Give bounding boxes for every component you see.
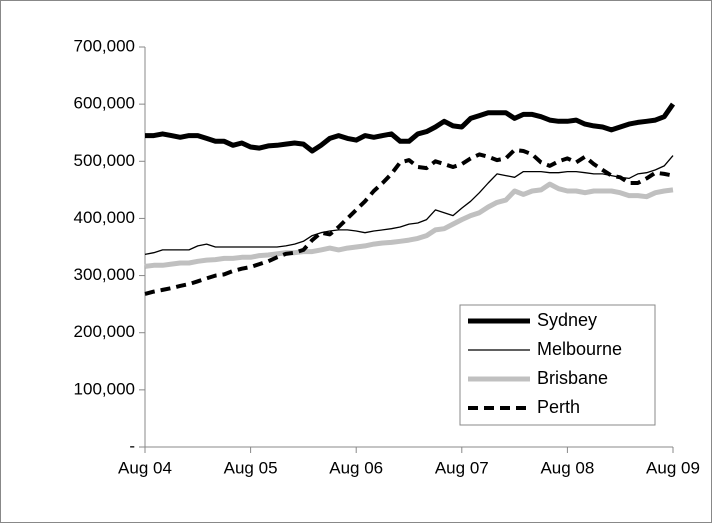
y-tick-label: 500,000 [74, 151, 135, 170]
y-tick-label: 200,000 [74, 322, 135, 341]
y-tick-label: 700,000 [74, 36, 135, 55]
series-line [144, 147, 674, 296]
x-tick-label: Aug 04 [118, 458, 172, 477]
x-tick-label: Aug 09 [646, 458, 700, 477]
legend-label: Perth [537, 397, 580, 417]
x-tick-label: Aug 07 [435, 458, 489, 477]
legend-label: Melbourne [537, 339, 622, 359]
series-line [144, 181, 674, 269]
legend-label: Sydney [537, 310, 597, 330]
y-tick-label: 100,000 [74, 379, 135, 398]
y-tick-label: - [129, 436, 135, 455]
y-tick-label: 600,000 [74, 94, 135, 113]
x-tick-label: Aug 06 [329, 458, 383, 477]
legend-box [459, 304, 656, 426]
series-line [144, 155, 674, 256]
series-line [145, 102, 676, 154]
x-tick-label: Aug 08 [540, 458, 594, 477]
legend-label: Brisbane [537, 368, 608, 388]
y-tick-label: 400,000 [74, 208, 135, 227]
y-tick-label: 300,000 [74, 265, 135, 284]
x-tick-label: Aug 05 [224, 458, 278, 477]
